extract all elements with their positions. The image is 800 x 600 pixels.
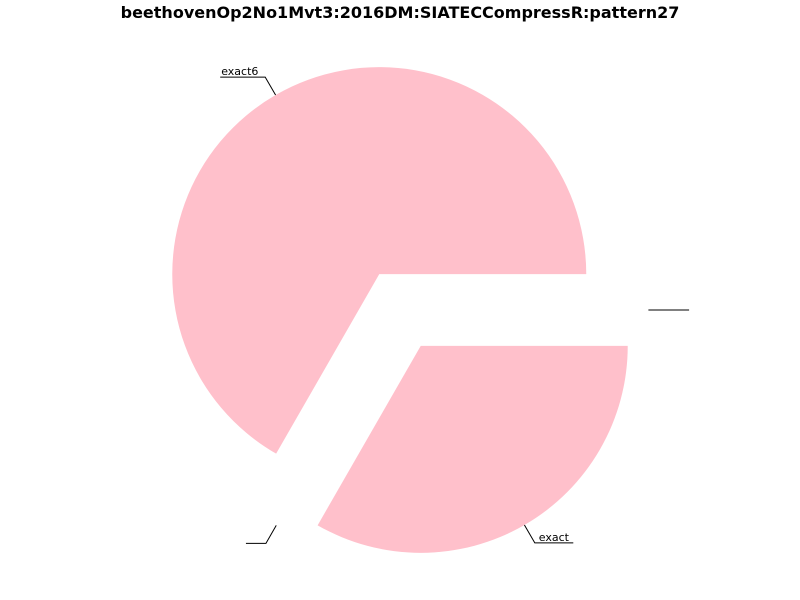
leader-line-1 [245, 525, 277, 544]
labels-layer: exact6 exact [220, 65, 690, 544]
leader-line-exact6 [220, 76, 277, 96]
slice-label-exact6: exact6 [221, 65, 258, 78]
pie-slice-exact [317, 345, 628, 553]
leader-line-exact [523, 524, 574, 544]
slice-label-exact: exact [539, 531, 570, 544]
chart-title: beethovenOp2No1Mvt3:2016DM:SIATECCompres… [120, 3, 680, 22]
pie-slice-exact6 [172, 67, 587, 454]
slices-layer [172, 67, 628, 553]
